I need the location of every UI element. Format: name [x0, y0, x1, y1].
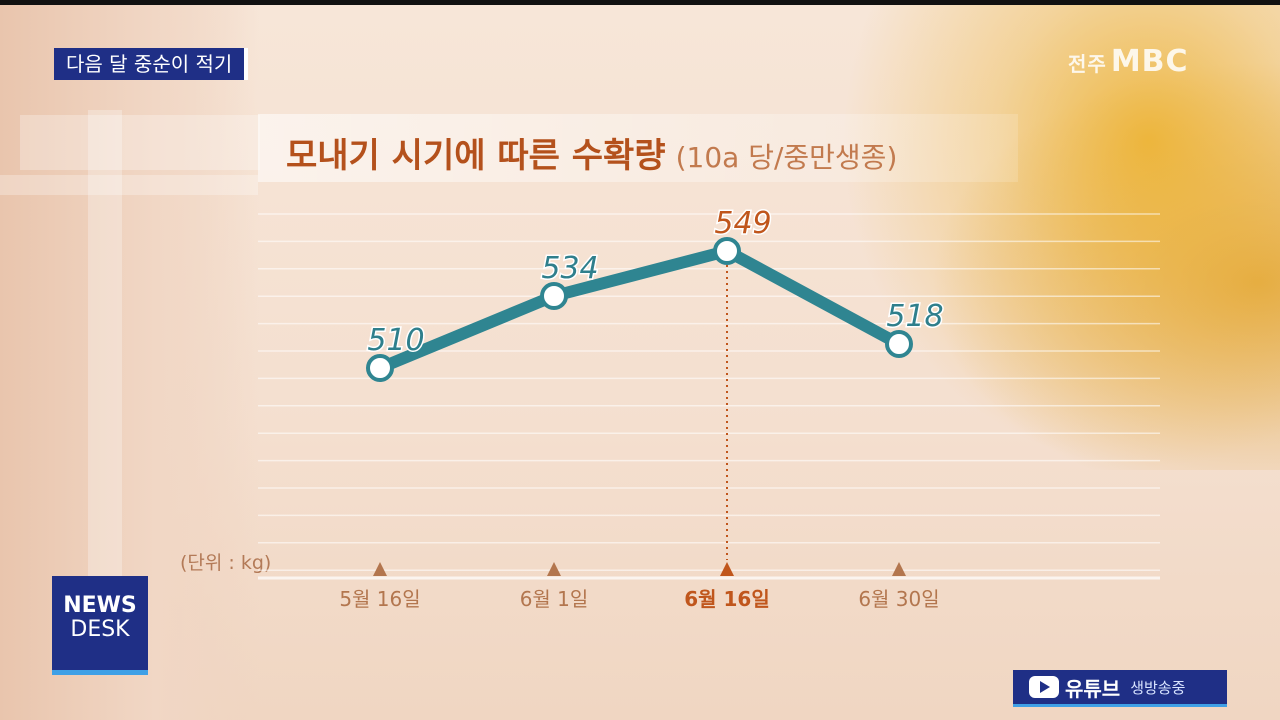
decor-strip [20, 115, 260, 170]
x-ticks: 5월 16일 6월 1일 6월 16일 6월 30일 [339, 562, 940, 611]
data-label: 518 [886, 299, 943, 334]
data-point [713, 237, 741, 265]
chart-subtitle: (10a 당/중만생종) [675, 141, 898, 174]
news-desk-line1: NEWS [63, 593, 137, 618]
data-points [366, 237, 913, 382]
series-line [374, 245, 905, 374]
logo-name: MBC [1110, 44, 1189, 79]
title-band [258, 114, 1018, 182]
data-point [885, 330, 913, 358]
youtube-live-status: 생방송중 [1130, 678, 1186, 697]
tick-label: 5월 16일 [339, 587, 420, 611]
news-desk-line2: DESK [70, 617, 130, 642]
data-label: 549 [714, 206, 771, 241]
tick-marker [373, 562, 387, 576]
tick-marker [547, 562, 561, 576]
broadcaster-logo: 전주 MBC [1068, 44, 1189, 79]
youtube-play-icon [1029, 676, 1059, 698]
news-caption: 다음 달 중순이 적기 [54, 48, 249, 80]
grid-lines [258, 213, 1160, 571]
tick-marker [892, 562, 906, 576]
unit-label: (단위 : kg) [180, 552, 272, 574]
chart-title-main: 모내기 시기에 따른 수확량 [286, 136, 666, 176]
top-bar [0, 0, 1280, 5]
data-point [366, 354, 394, 382]
tick-marker [720, 562, 734, 576]
data-label: 510 [367, 323, 424, 358]
tick-label: 6월 16일 [684, 587, 770, 611]
tick-label: 6월 1일 [520, 587, 589, 611]
rice-background [840, 0, 1280, 470]
news-desk-logo: NEWS DESK [52, 576, 148, 675]
data-label: 534 [541, 251, 598, 286]
logo-region: 전주 [1068, 52, 1107, 76]
decor-strip [88, 110, 122, 580]
tick-label: 6월 30일 [858, 587, 939, 611]
youtube-label: 유튜브 [1065, 676, 1121, 701]
decor-strip [0, 175, 258, 195]
chart-title: 모내기 시기에 따른 수확량 (10a 당/중만생종) [286, 128, 897, 177]
youtube-live-badge[interactable]: 유튜브 생방송중 [1013, 670, 1227, 707]
data-point [540, 282, 568, 310]
data-labels: 510 534 549 518 [366, 205, 945, 360]
